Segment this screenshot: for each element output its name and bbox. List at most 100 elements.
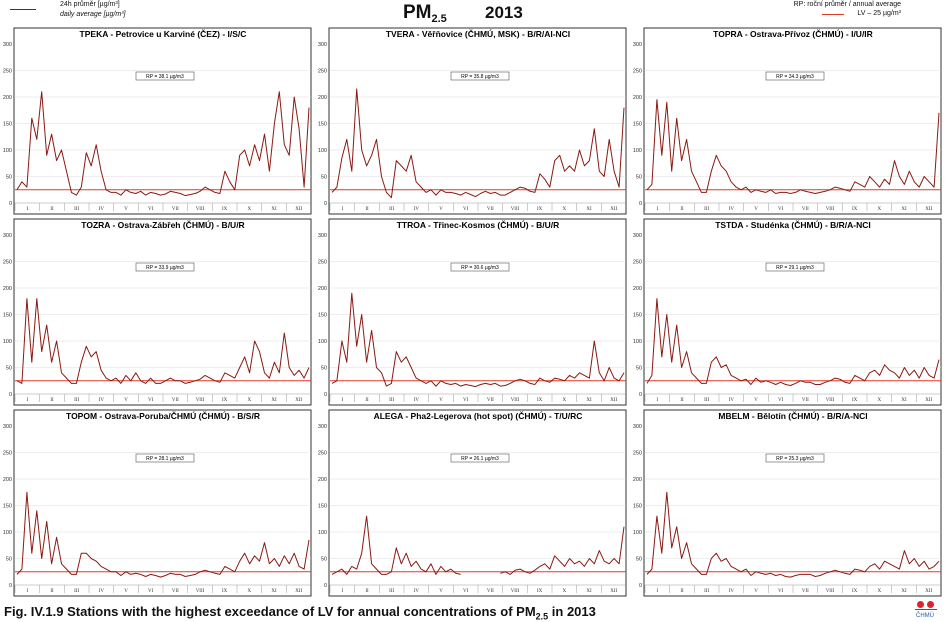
x-tick-label: III (389, 398, 394, 403)
x-tick-label: I (26, 207, 28, 212)
y-tick-label: 150 (3, 504, 12, 510)
x-tick-label: XI (586, 207, 592, 212)
x-tick-label: V (439, 207, 443, 212)
y-tick-label: 200 (3, 477, 12, 483)
daily-average-series (16, 91, 310, 197)
panel-title: TOZRA - Ostrava-Zábřeh (ČHMÚ) - B/U/R (81, 219, 244, 230)
x-tick-label: VI (778, 589, 784, 594)
y-tick-label: 50 (6, 175, 12, 181)
x-tick-label: VIII (511, 398, 520, 403)
x-tick-label: IV (729, 589, 735, 594)
annual-average-frame (450, 453, 510, 463)
chart-svg: TPEKA - Petrovice u Karviné (ČEZ) - I/S/… (3, 27, 312, 215)
annual-average-frame (135, 453, 195, 463)
annual-average-box: RP = 38.1 µg/m3 (135, 71, 195, 81)
annual-average-frame (450, 71, 510, 81)
x-tick-label: X (878, 207, 882, 212)
x-tick-label: VII (802, 207, 809, 212)
y-tick-label: 200 (3, 95, 12, 101)
y-tick-label: 100 (633, 148, 642, 154)
x-tick-label: XI (586, 589, 592, 594)
x-tick-label: VI (148, 589, 154, 594)
panel-title: TPEKA - Petrovice u Karviné (ČEZ) - I/S/… (80, 28, 247, 39)
y-tick-label: 100 (633, 339, 642, 345)
x-tick-label: XII (925, 398, 932, 403)
x-tick-label: V (439, 398, 443, 403)
annual-average-box: RP = 35.8 µg/m3 (450, 71, 510, 81)
x-tick-label: IV (729, 398, 735, 403)
daily-average-line-swatch (10, 9, 36, 10)
annual-average-label: RP = 25.3 µg/m3 (776, 456, 814, 462)
panel-title: TVERA - Věřňovice (ČHMÚ, MSK) - B/R/AI-N… (386, 28, 570, 39)
y-tick-label: 50 (6, 366, 12, 372)
x-tick-label: VII (802, 398, 809, 403)
y-tick-label: 100 (633, 530, 642, 536)
panel-frame (13, 409, 312, 597)
x-tick-label: I (26, 589, 28, 594)
x-tick-label: III (704, 589, 709, 594)
chart-svg: ALEGA - Pha2-Legerova (hot spot) (ČHMÚ) … (318, 409, 627, 597)
daily-average-series (331, 515, 461, 575)
y-tick-label: 0 (639, 583, 642, 589)
y-tick-label: 100 (318, 339, 327, 345)
x-tick-label: II (680, 398, 684, 403)
x-tick-label: XII (610, 589, 617, 594)
y-tick-label: 0 (639, 392, 642, 398)
annual-average-frame (765, 453, 825, 463)
chart-svg: TVERA - Věřňovice (ČHMÚ, MSK) - B/R/AI-N… (318, 27, 627, 215)
legend-annual-average-text: RP: roční průměr / annual average (793, 1, 901, 8)
x-tick-label: XII (295, 398, 302, 403)
y-tick-label: 0 (324, 392, 327, 398)
x-tick-label: I (26, 398, 28, 403)
x-tick-label: III (389, 207, 394, 212)
x-tick-label: IV (729, 207, 735, 212)
y-tick-label: 300 (318, 424, 327, 430)
x-tick-label: VII (487, 589, 494, 594)
y-tick-label: 0 (324, 201, 327, 207)
chart-svg: TOZRA - Ostrava-Zábřeh (ČHMÚ) - B/U/R 0 50… (3, 218, 312, 406)
annual-average-box: RP = 26.1 µg/m3 (450, 453, 510, 463)
x-tick-label: V (124, 398, 128, 403)
y-tick-label: 300 (633, 424, 642, 430)
x-tick-label: I (656, 398, 658, 403)
y-tick-label: 150 (318, 504, 327, 510)
x-tick-label: V (124, 589, 128, 594)
y-tick-label: 50 (321, 557, 327, 563)
y-tick-label: 50 (636, 366, 642, 372)
x-tick-label: II (680, 207, 684, 212)
chmu-logo: ČHMÚ (913, 600, 941, 622)
x-tick-label: XII (925, 589, 932, 594)
y-tick-label: 200 (318, 95, 327, 101)
y-tick-label: 250 (318, 260, 327, 266)
daily-average-series (16, 298, 310, 384)
x-tick-label: X (563, 207, 567, 212)
x-tick-label: X (248, 207, 252, 212)
x-tick-label: III (74, 589, 79, 594)
x-tick-label: XI (901, 398, 907, 403)
chart-svg: TOPRA - Ostrava-Přívoz (ČHMÚ) - I/U/IR 0 5… (633, 27, 942, 215)
x-tick-label: VII (172, 589, 179, 594)
chart-svg: TOPOM - Ostrava-Poruba/ČHMÚ (ČHMÚ) - B/S… (3, 409, 312, 597)
panel-frame (13, 218, 312, 406)
x-tick-label: V (439, 589, 443, 594)
x-tick-label: IX (852, 398, 858, 403)
chart-panel: TTROA - Třinec-Kosmos (ČHMÚ) - B/U/R 0 50 1… (315, 218, 627, 406)
y-tick-label: 200 (3, 286, 12, 292)
x-tick-label: XII (295, 207, 302, 212)
y-tick-label: 250 (3, 451, 12, 457)
x-tick-label: XII (295, 589, 302, 594)
x-tick-label: III (704, 207, 709, 212)
logo-wave (915, 609, 937, 613)
x-tick-label: VI (463, 207, 469, 212)
x-tick-label: IV (99, 207, 105, 212)
daily-average-series (500, 526, 625, 575)
y-tick-label: 250 (633, 260, 642, 266)
x-tick-label: II (365, 398, 369, 403)
annual-average-label: RP = 35.8 µg/m3 (461, 74, 499, 80)
x-tick-label: IX (852, 589, 858, 594)
x-tick-label: X (563, 589, 567, 594)
x-tick-label: II (50, 589, 54, 594)
x-tick-label: V (124, 207, 128, 212)
annual-average-label: RP = 29.1 µg/m3 (776, 265, 814, 271)
panel-title: MBELM - Bělotín (ČHMÚ) - B/R/A-NCI (718, 410, 867, 421)
